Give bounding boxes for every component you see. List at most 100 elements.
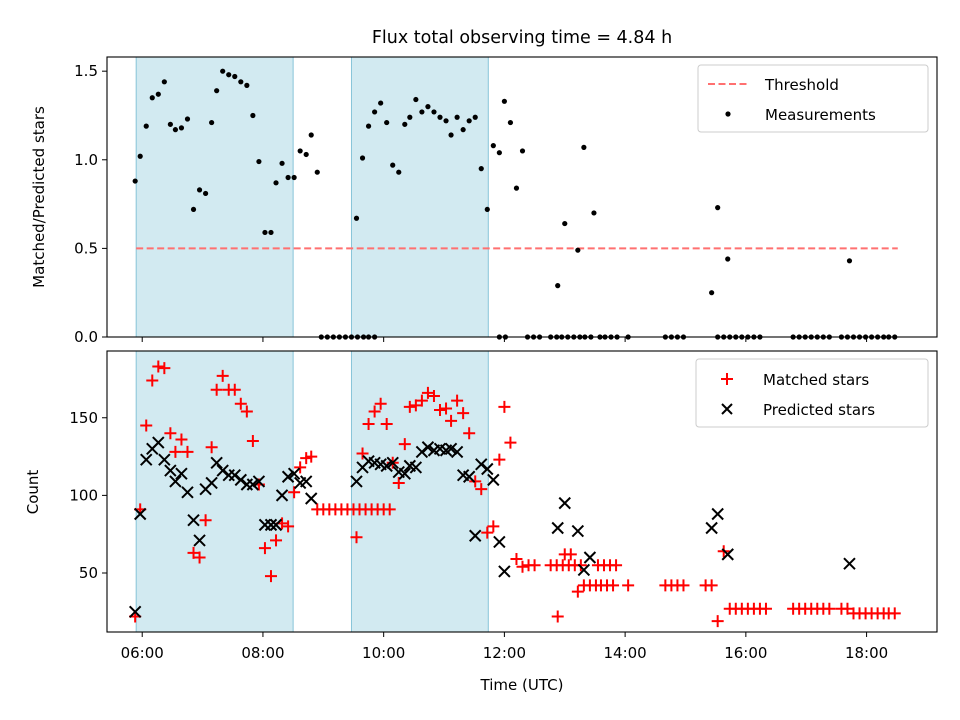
matched-star-point xyxy=(571,585,584,598)
measurement-point xyxy=(279,160,285,166)
matched-star-point xyxy=(445,414,458,427)
measurement-point xyxy=(390,162,396,168)
predicted-star-point xyxy=(350,475,363,488)
predicted-star-point xyxy=(843,557,856,570)
matched-star-point xyxy=(294,461,307,474)
matched-star-point xyxy=(169,445,182,458)
measurement-point xyxy=(396,169,402,175)
predicted-star-point xyxy=(164,464,177,477)
matched-star-point xyxy=(409,399,422,412)
matched-star-point xyxy=(705,579,718,592)
measurement-point xyxy=(575,247,581,253)
measurement-point xyxy=(209,119,215,126)
matched-star-point xyxy=(228,383,241,396)
matched-star-point xyxy=(398,438,411,451)
predicted-star-point xyxy=(269,518,283,532)
measurement-point xyxy=(256,158,262,165)
measurement-point xyxy=(359,155,366,161)
measurement-point xyxy=(431,109,437,115)
measurement-point xyxy=(484,206,490,213)
matched-star-point xyxy=(516,560,529,573)
matched-star-point xyxy=(282,520,295,533)
matched-star-point xyxy=(481,526,494,539)
matched-star-point xyxy=(427,390,440,403)
predicted-star-point xyxy=(380,459,393,473)
measurement-point xyxy=(443,118,449,124)
count-y-axis: 50 100 150 xyxy=(69,409,107,582)
predicted-star-point xyxy=(721,548,734,561)
time-x-tick-label: 14:00 xyxy=(604,644,647,662)
star-count-points xyxy=(128,360,901,628)
measurement-point xyxy=(184,116,191,122)
matched-star-point xyxy=(528,559,541,572)
predicted-star-point xyxy=(498,565,511,578)
predicted-star-point xyxy=(421,441,435,454)
ratio-y-axis: 0.0 0.5 1.0 1.5 xyxy=(74,62,107,346)
predicted-legend-swatch xyxy=(721,403,733,415)
measurement-point xyxy=(501,98,507,104)
measurement-point xyxy=(562,220,568,227)
measurement-point xyxy=(262,229,268,236)
matched-star-point xyxy=(823,602,836,615)
measurement-point xyxy=(454,114,460,120)
time-x-axis-label: Time (UTC) xyxy=(480,676,564,694)
measurement-point xyxy=(291,174,297,181)
predicted-star-point xyxy=(210,456,223,469)
predicted-star-point xyxy=(305,492,318,505)
time-x-tick-label: 18:00 xyxy=(845,644,888,662)
matched-star-point xyxy=(610,559,623,572)
matched-star-point xyxy=(463,427,476,440)
matched-star-point xyxy=(368,405,381,418)
measurements-legend-label: Measurements xyxy=(765,106,876,124)
measurement-point xyxy=(297,148,303,154)
predicted-star-point xyxy=(252,475,266,488)
count-y-tick-label: 150 xyxy=(69,409,98,427)
measurement-point xyxy=(472,114,478,120)
matched-star-point xyxy=(487,520,500,533)
measurement-point xyxy=(273,180,279,186)
measurement-point xyxy=(846,258,853,264)
measurement-point xyxy=(250,112,256,119)
measurement-point xyxy=(303,151,309,158)
time-x-tick-label: 10:00 xyxy=(362,644,405,662)
measurement-point xyxy=(132,178,138,184)
matched-star-point xyxy=(158,362,171,375)
measurement-point xyxy=(268,229,274,236)
matched-star-point xyxy=(305,450,318,463)
time-x-tick-label: 06:00 xyxy=(121,644,164,662)
measurement-point xyxy=(715,205,721,211)
predicted-star-point xyxy=(169,475,182,488)
measurement-point xyxy=(460,127,466,133)
measurement-point xyxy=(555,283,561,289)
ratio-legend-box xyxy=(697,64,929,133)
matched-star-point xyxy=(498,400,511,413)
predicted-star-point xyxy=(487,473,500,487)
measurement-point xyxy=(202,190,209,197)
measurement-point xyxy=(419,109,425,115)
measurement-point xyxy=(149,95,155,101)
observing-shade-bottom xyxy=(135,350,489,633)
ratio-y-tick-label: 0.0 xyxy=(74,328,98,346)
count-panel: 50 100 150 06:00 08:00 10:00 12:00 14:00 16:00 1… xyxy=(24,350,938,694)
predicted-star-point xyxy=(571,524,585,538)
observing-interval xyxy=(135,350,294,633)
measurement-point xyxy=(167,121,173,127)
matched-star-point xyxy=(216,369,229,382)
matched-star-point xyxy=(677,579,690,592)
predicted-star-point xyxy=(409,461,423,474)
predicted-star-point xyxy=(264,518,278,532)
matched-star-point xyxy=(421,386,434,399)
matched-star-point xyxy=(888,607,901,620)
measurement-point xyxy=(378,100,384,106)
matched-star-point xyxy=(622,579,635,592)
measurement-point xyxy=(507,119,514,126)
measurement-point xyxy=(214,88,220,94)
measurement-point xyxy=(402,121,408,127)
predicted-star-point xyxy=(246,478,260,491)
matched-legend-label: Matched stars xyxy=(763,371,869,389)
predicted-star-point xyxy=(469,529,482,542)
matched-star-point xyxy=(193,551,206,564)
count-panel-frame xyxy=(106,350,938,633)
predicted-star-point xyxy=(133,507,147,521)
matched-star-point xyxy=(504,436,517,449)
